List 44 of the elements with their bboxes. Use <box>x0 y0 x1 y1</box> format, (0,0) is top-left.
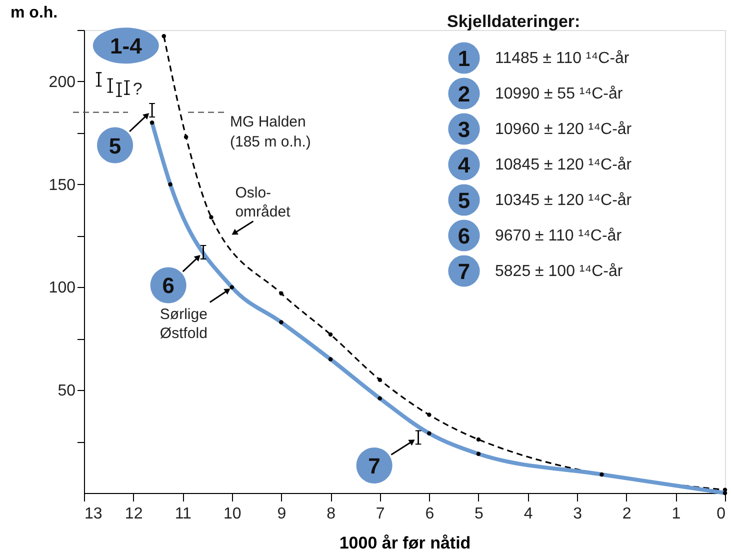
x-tick-label: 4 <box>524 506 533 522</box>
y-tick-label: 50 <box>58 382 76 400</box>
y-tick-label: 100 <box>48 280 76 297</box>
annotation: 7 <box>368 453 380 478</box>
point <box>476 437 481 442</box>
point <box>162 34 166 38</box>
x-tick-label: 1 <box>672 506 681 522</box>
data-label: ? <box>132 80 142 99</box>
x-tick-label: 0 <box>716 506 726 522</box>
annotation: 6 9670 ± 110 ¹⁴C-år <box>458 224 622 248</box>
point <box>328 332 333 337</box>
annotation: 3 10960 ± 120 ¹⁴C-år <box>458 117 632 142</box>
x-tick-label: 11 <box>174 506 192 522</box>
point <box>427 412 432 417</box>
x-tick-label: 6 <box>425 506 434 522</box>
annotation: 5 10345 ± 120 ¹⁴C-år <box>458 188 632 213</box>
x-tick-label: 5 <box>474 506 484 522</box>
annotation: 7 5825 ± 100 ¹⁴C-år <box>458 259 624 284</box>
point <box>209 215 214 220</box>
x-tick-label: 12 <box>124 506 143 522</box>
y-tick-label: 200 <box>48 74 76 91</box>
series-label: Oslo- området <box>235 184 292 220</box>
x-axis-title: 1000 år før nåtid <box>339 534 471 552</box>
annotation: 6 <box>162 273 174 298</box>
point <box>184 134 188 140</box>
y-axis-title: m o.h. <box>10 4 58 22</box>
point <box>279 291 284 296</box>
y-tick-label: 150 <box>48 176 76 194</box>
x-tick-label: 8 <box>326 506 336 522</box>
x-tick-label: 9 <box>277 506 286 522</box>
annotation: 4 10845 ± 120 ¹⁴C-år <box>458 152 632 178</box>
x-tick-label: 2 <box>622 506 632 522</box>
point <box>378 378 382 382</box>
annotation: 1-4 <box>110 34 143 59</box>
x-tick-label: 10 <box>224 506 242 522</box>
x-tick-label: 13 <box>84 506 102 522</box>
annotation: 5 <box>108 133 122 158</box>
x-tick-label: 7 <box>376 506 385 522</box>
annotation: 2 10990 ± 55 ¹⁴C-år <box>458 82 624 106</box>
x-tick-label: 3 <box>573 506 582 522</box>
legend-label: Sørlige Østfold <box>160 306 208 342</box>
ref-line-label: MG Halden (185 m o.h.) <box>230 113 311 150</box>
annotation: Skjelldateringer: <box>447 12 580 31</box>
annotation: 1 11485 ± 110 ¹⁴C-år <box>458 46 630 71</box>
